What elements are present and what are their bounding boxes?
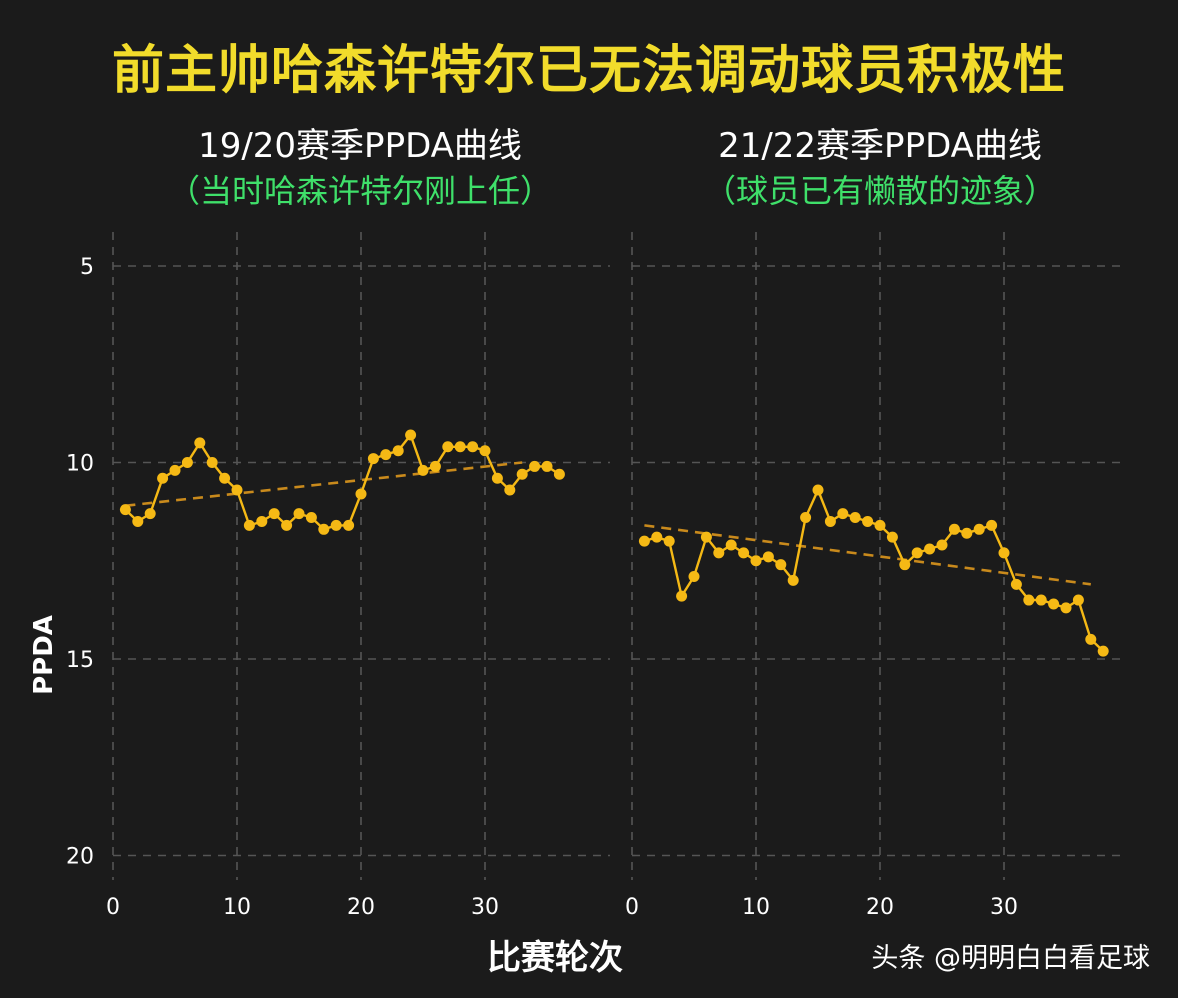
right-panel-subtitle: （球员已有懒散的迹象）: [703, 172, 1056, 210]
chart-main-title: 前主帅哈森许特尔已无法调动球员积极性: [111, 41, 1066, 101]
left-x-tick-10: 10: [223, 895, 251, 920]
right-data-point: [762, 551, 774, 563]
right-data-point: [1010, 578, 1022, 590]
left-data-point: [330, 519, 342, 531]
right-x-tick-20: 20: [866, 895, 894, 920]
left-data-point: [491, 472, 503, 484]
left-trend-line: [125, 461, 523, 508]
left-data-point: [429, 460, 441, 472]
left-data-point: [293, 508, 305, 520]
left-panel-title: 19/20赛季PPDA曲线: [198, 126, 522, 166]
left-data-point: [194, 437, 206, 449]
y-tick-15: 15: [66, 648, 94, 673]
left-data-point: [367, 453, 379, 465]
left-data-point: [318, 523, 330, 535]
right-data-point: [874, 519, 886, 531]
right-data-point: [862, 515, 874, 527]
right-data-point: [849, 512, 861, 524]
right-data-point: [676, 590, 688, 602]
left-data-point: [442, 441, 454, 453]
right-data-point: [911, 547, 923, 559]
right-data-point: [924, 543, 936, 555]
left-data-point: [479, 445, 491, 457]
right-data-point: [800, 512, 812, 524]
right-data-point: [961, 527, 973, 539]
right-data-point: [948, 523, 960, 535]
right-series-line: [644, 488, 1105, 652]
right-data-point: [713, 547, 725, 559]
left-data-point: [231, 484, 243, 496]
left-data-point: [305, 512, 317, 524]
right-data-point: [700, 531, 712, 543]
left-data-point: [132, 515, 144, 527]
right-data-point: [1035, 594, 1047, 606]
left-data-point: [169, 464, 181, 476]
left-data-point: [157, 472, 169, 484]
right-panel-title: 21/22赛季PPDA曲线: [718, 126, 1042, 166]
right-data-point: [1072, 594, 1084, 606]
y-axis-label: PPDA: [29, 615, 59, 695]
right-data-point: [738, 547, 750, 559]
right-data-point: [936, 539, 948, 551]
left-x-tick-20: 20: [347, 895, 375, 920]
left-data-point: [281, 519, 293, 531]
left-data-point: [219, 472, 231, 484]
right-data-point: [651, 531, 663, 543]
left-data-point: [355, 488, 367, 500]
right-data-point: [638, 535, 650, 547]
right-data-point: [688, 570, 700, 582]
y-tick-20: 20: [66, 845, 94, 870]
left-data-point: [206, 457, 218, 468]
left-data-point: [181, 457, 193, 468]
left-data-point: [243, 519, 255, 531]
right-data-point: [1048, 598, 1060, 610]
right-data-point: [787, 574, 799, 586]
left-data-point: [268, 508, 280, 520]
left-data-point: [529, 460, 541, 472]
right-data-point: [812, 484, 824, 496]
right-data-point: [1060, 602, 1072, 614]
left-data-point: [380, 449, 392, 461]
right-data-point: [1097, 645, 1109, 657]
x-axis-label: 比赛轮次: [487, 938, 623, 978]
left-data-point: [516, 468, 528, 480]
left-data-point: [405, 429, 417, 441]
right-data-point: [663, 535, 675, 547]
y-tick-10: 10: [66, 452, 94, 477]
right-data-point: [899, 559, 911, 571]
right-trend-line: [644, 524, 1091, 586]
right-x-tick-0: 0: [625, 895, 639, 920]
left-data-point: [541, 460, 553, 472]
right-data-point: [1085, 633, 1097, 645]
left-data-point: [454, 441, 466, 453]
right-data-point: [775, 559, 787, 571]
right-data-point: [998, 547, 1010, 559]
right-x-tick-10: 10: [742, 895, 770, 920]
left-data-point: [417, 464, 429, 476]
right-x-tick-30: 30: [990, 895, 1018, 920]
right-data-point: [1023, 594, 1035, 606]
left-data-point: [119, 504, 131, 516]
left-data-point: [467, 441, 479, 453]
left-data-point: [392, 445, 404, 457]
right-data-point: [824, 515, 836, 527]
right-data-point: [886, 531, 898, 543]
left-x-tick-0: 0: [106, 895, 120, 920]
right-data-point: [750, 555, 762, 567]
left-data-point: [144, 508, 156, 520]
watermark-text: 头条 @明明白白看足球: [871, 943, 1150, 974]
left-data-point: [256, 515, 268, 527]
right-data-point: [725, 539, 737, 551]
left-data-point: [553, 468, 565, 480]
right-data-point: [973, 523, 985, 535]
left-x-tick-30: 30: [471, 895, 499, 920]
left-data-point: [343, 519, 355, 531]
left-data-point: [504, 484, 516, 496]
right-data-point: [837, 508, 849, 520]
left-panel-subtitle: （当时哈森许特尔刚上任）: [167, 172, 552, 210]
right-data-point: [986, 519, 998, 531]
y-tick-5: 5: [80, 255, 94, 280]
